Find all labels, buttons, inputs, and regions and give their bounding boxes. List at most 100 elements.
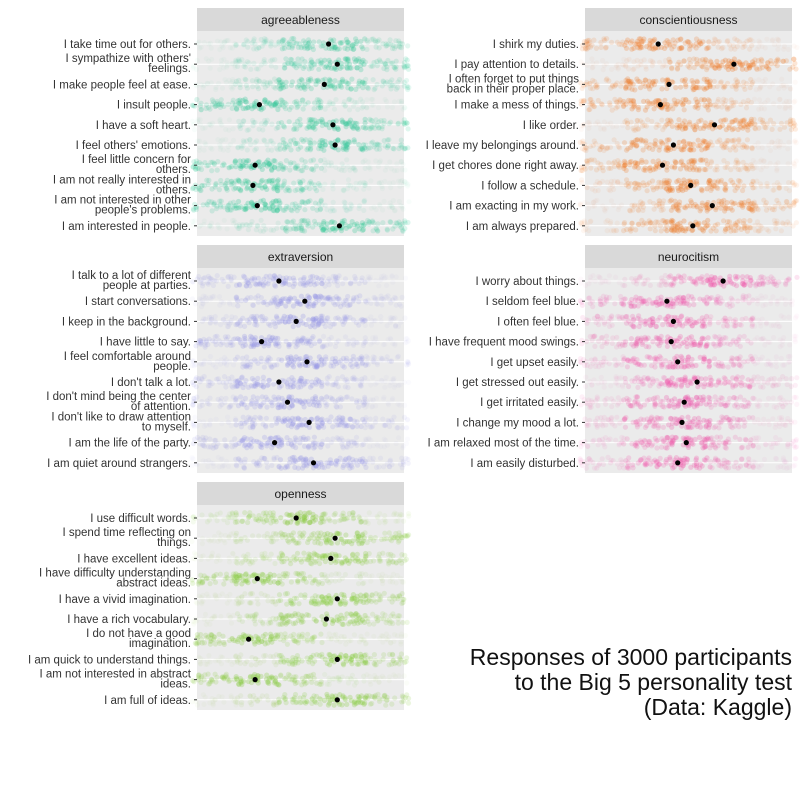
jitter-point [607,273,612,278]
jitter-point [305,41,311,47]
jitter-point [311,218,318,224]
jitter-point [191,207,197,213]
jitter-point [228,403,234,409]
jitter-point [634,76,640,82]
jitter-point [313,362,319,368]
mean-point [252,162,258,168]
jitter-point [362,116,368,122]
jitter-point [276,39,282,45]
jitter-point [190,456,196,462]
jitter-point [282,418,288,424]
jitter-point [323,63,329,69]
jitter-point [311,106,317,112]
jitter-point [350,337,356,343]
jitter-point [276,79,282,85]
jitter-point [356,404,362,410]
jitter-point [298,45,304,51]
jitter-point [382,385,387,390]
jitter-point [369,97,374,102]
jitter-point [388,42,394,48]
jitter-point [315,441,321,447]
jitter-point [589,56,594,61]
jitter-point [377,203,382,208]
jitter-point [297,61,303,67]
jitter-point [237,85,243,91]
jitter-point [218,322,224,328]
jitter-point [776,86,781,91]
jitter-point [305,77,311,83]
jitter-point [595,187,601,194]
jitter-point [333,66,339,72]
jitter-point [364,37,370,43]
jitter-point [624,226,630,233]
jitter-point [353,36,359,42]
jitter-point [208,66,213,71]
jitter-point [262,99,268,105]
jitter-point [267,356,273,362]
jitter-point [293,344,299,350]
jitter-point [393,382,398,387]
jitter-point [376,119,382,125]
jitter-point [306,295,312,301]
jitter-point [683,164,689,170]
jitter-point [722,181,728,187]
jitter-point [757,86,762,91]
jitter-point [376,37,382,43]
jitter-point [383,438,388,443]
jitter-point [277,200,283,206]
jitter-point [322,160,328,166]
jitter-point [252,119,258,126]
jitter-point [741,41,747,47]
jitter-point [249,106,255,112]
jitter-point [588,218,594,224]
jitter-point [393,220,399,226]
jitter-point [343,79,349,85]
jitter-point [373,39,379,45]
jitter-point [237,97,243,103]
jitter-point [691,83,697,89]
jitter-point [666,145,672,151]
jitter-point [218,198,224,204]
jitter-point [649,46,655,52]
jitter-point [219,421,225,427]
jitter-point [629,38,635,44]
jitter-point [394,425,400,431]
jitter-point [320,77,326,83]
jitter-point [291,277,297,284]
jitter-point [305,37,312,43]
jitter-point [248,103,254,109]
item-label: I am not interested in other people's pro… [54,195,191,217]
jitter-point [380,78,386,84]
jitter-point [234,383,240,389]
jitter-point [331,106,338,112]
jitter-point [608,165,614,171]
jitter-point [297,378,303,384]
jitter-point [397,184,402,189]
mean-point [670,142,677,148]
jitter-point [317,118,323,124]
jitter-point [240,138,246,144]
jitter-point [245,44,251,50]
jitter-point [214,333,220,339]
jitter-point [285,314,291,320]
jitter-point [341,302,347,308]
jitter-point [652,36,658,43]
jitter-point [249,40,255,46]
jitter-point [626,56,632,62]
jitter-point [391,46,398,52]
jitter-point [771,187,777,193]
jitter-point [353,399,359,405]
jitter-point [708,178,714,184]
jitter-point [599,102,605,108]
jitter-point [587,44,594,50]
jitter-point [674,179,680,185]
facet-strip [197,8,404,31]
facet-title: neurocitism [658,250,719,264]
jitter-point [360,85,366,91]
jitter-point [353,434,360,440]
jitter-point [297,123,303,129]
jitter-point [330,199,336,205]
jitter-point [397,402,403,408]
jitter-point [390,280,395,285]
jitter-point [248,440,254,446]
